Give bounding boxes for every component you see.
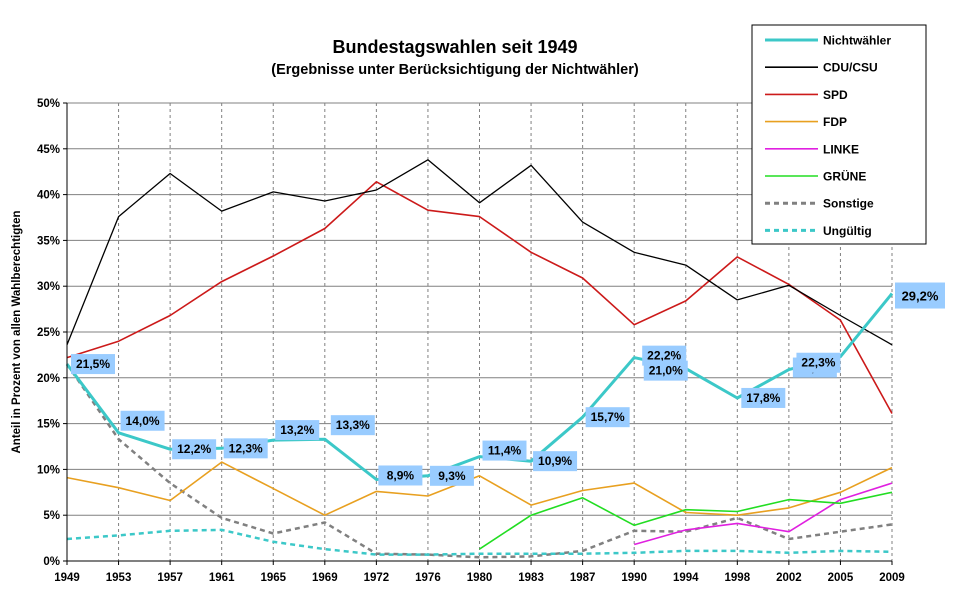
chart-subtitle: (Ergebnisse unter Berücksichtigung der N… xyxy=(271,62,639,78)
chart-title: Bundestagswahlen seit 1949 xyxy=(332,37,577,57)
y-tick-label: 10% xyxy=(37,464,60,476)
series-line-ungltig xyxy=(66,528,893,556)
y-tick-label: 25% xyxy=(37,327,60,339)
data-label-box-1998 xyxy=(741,387,786,408)
data-label-box-1976 xyxy=(429,465,474,486)
data-label-box-2009 xyxy=(895,282,945,309)
legend-items: Nichtwähler CDU/CSU SPD FDP LINKE GRÜNE Sonsti… xyxy=(765,34,891,238)
data-label-box-1953 xyxy=(120,410,165,431)
legend-label-fdp: FDP xyxy=(823,115,847,129)
y-tick-label: 15% xyxy=(37,419,60,431)
legend-label-spd: SPD xyxy=(823,88,848,102)
data-label-1957: 12,2% xyxy=(177,442,211,456)
y-tick-label: 45% xyxy=(37,144,60,156)
data-label-1983: 10,9% xyxy=(538,454,572,468)
y-tick-label: 5% xyxy=(43,510,60,522)
x-tick-label: 1965 xyxy=(260,572,286,584)
data-label-box-1961 xyxy=(223,438,268,459)
data-label-box-1972 xyxy=(378,465,423,486)
data-label-1949: 21,5% xyxy=(76,357,110,371)
legend: Nichtwähler CDU/CSU SPD FDP LINKE GRÜNE Sonsti… xyxy=(751,24,927,245)
data-label-1987: 15,7% xyxy=(591,410,625,424)
x-tick-label: 1980 xyxy=(467,572,493,584)
y-tick-label: 40% xyxy=(37,190,60,202)
x-tick-label: 1953 xyxy=(106,572,132,584)
series-line-linke xyxy=(633,482,893,546)
series-line-cducsu xyxy=(66,159,893,346)
data-label-1961: 12,3% xyxy=(229,441,263,455)
data-label-1990: 22,2% xyxy=(647,349,681,363)
data-label-box-1994 xyxy=(643,360,688,381)
data-label-2009: 29,2% xyxy=(902,289,939,304)
x-tick-label: 1969 xyxy=(312,572,338,584)
data-label-box-1987 xyxy=(585,407,630,428)
axes: 0% 5% 10% 15% 20% 25% 30% 35% 40% 45% 50% 1949 1953 1… xyxy=(37,98,905,584)
legend-label-nichtwhler: Nichtwähler xyxy=(823,34,891,48)
data-label-box-1969 xyxy=(330,415,375,436)
y-tick-label: 20% xyxy=(37,373,60,385)
series-line-grne xyxy=(479,491,893,550)
x-tick-label: 1976 xyxy=(415,572,441,584)
data-label-1980: 11,4% xyxy=(488,444,522,458)
data-label-1972: 8,9% xyxy=(387,468,415,482)
series-line-spd xyxy=(66,181,893,414)
series-line-sonstige xyxy=(65,363,893,559)
data-label-box-2005 xyxy=(796,352,841,373)
x-tick-label: 2002 xyxy=(776,572,802,584)
legend-label-ungltig: Ungültig xyxy=(823,224,872,238)
legend-label-cducsu: CDU/CSU xyxy=(823,61,878,75)
data-label-1953: 14,0% xyxy=(126,414,160,428)
data-label-box-1983 xyxy=(533,451,578,472)
legend-label-grne: GRÜNE xyxy=(823,169,866,184)
x-tick-label: 1994 xyxy=(673,572,699,584)
data-labels: 21,5% 14,0% 12,2% 12,3% 13,2% 13,3% 8,9% 9,3% 11… xyxy=(71,282,945,486)
x-tick-label: 1961 xyxy=(209,572,235,584)
data-label-1994: 21,0% xyxy=(649,364,683,378)
data-label-1998: 17,8% xyxy=(746,391,780,405)
y-tick-label: 30% xyxy=(37,281,60,293)
y-tick-label: 0% xyxy=(43,556,60,568)
x-tick-label: 2009 xyxy=(879,572,905,584)
x-tick-label: 1998 xyxy=(725,572,751,584)
legend-label-linke: LINKE xyxy=(823,142,859,156)
y-tick-label: 35% xyxy=(37,235,60,247)
legend-box xyxy=(751,24,927,245)
data-label-1965: 13,2% xyxy=(280,423,314,437)
y-axis-label: Anteil in Prozent von allen Wahlberechti… xyxy=(11,210,23,453)
data-label-box-1965 xyxy=(275,420,320,441)
data-label-2005: 22,3% xyxy=(801,356,835,370)
grid xyxy=(67,102,893,561)
x-tick-label: 1957 xyxy=(157,572,183,584)
x-tick-label: 1983 xyxy=(518,572,544,584)
x-tick-label: 1972 xyxy=(364,572,390,584)
data-label-1976: 9,3% xyxy=(438,469,466,483)
data-label-box-1980 xyxy=(482,440,527,461)
x-tick-label: 1949 xyxy=(54,572,80,584)
x-tick-label: 1987 xyxy=(570,572,596,584)
data-label-box-1957 xyxy=(172,439,217,460)
legend-label-sonstige: Sonstige xyxy=(823,197,874,211)
data-label-box-1949 xyxy=(71,354,115,375)
y-tick-label: 50% xyxy=(37,98,60,110)
x-tick-label: 2005 xyxy=(828,572,854,584)
x-tick-label: 1990 xyxy=(621,572,647,584)
series-line-fdp xyxy=(66,461,893,516)
data-label-1969: 13,3% xyxy=(336,418,370,432)
